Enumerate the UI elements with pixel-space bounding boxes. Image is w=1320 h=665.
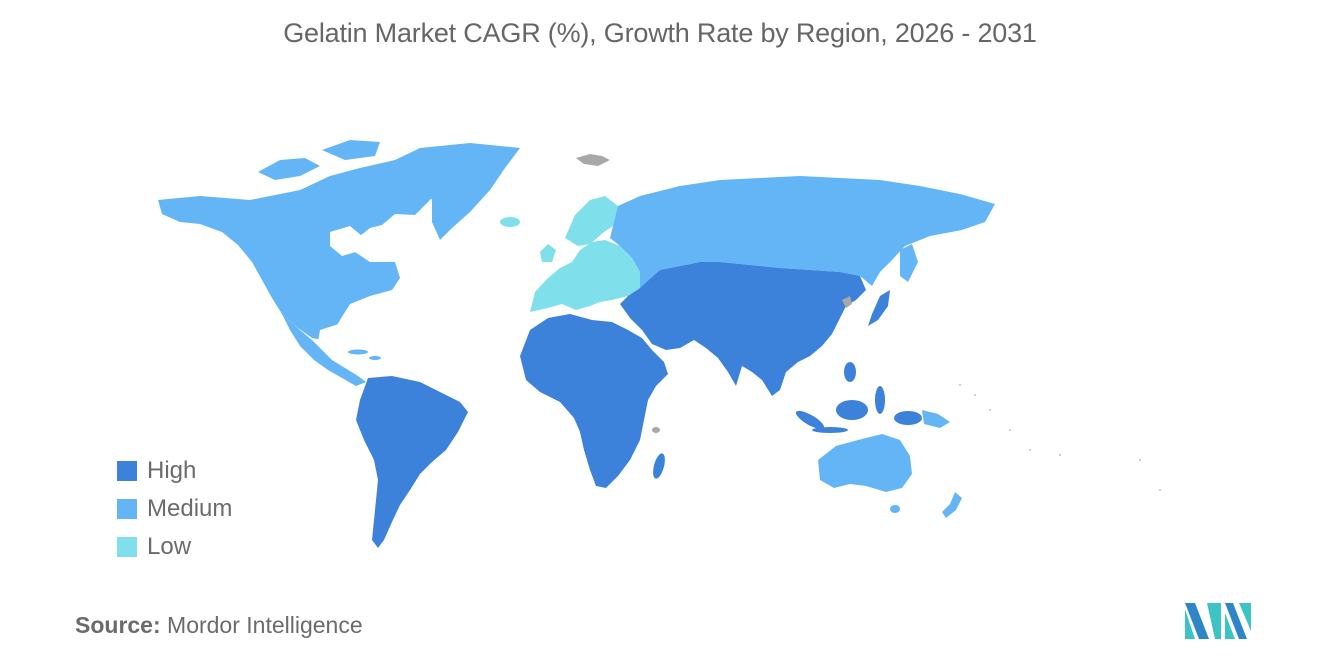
chart-title: Gelatin Market CAGR (%), Growth Rate by … (283, 18, 1037, 48)
region-south-america (356, 376, 468, 548)
mordor-intelligence-logo-icon (1185, 603, 1251, 639)
region-no-data (576, 154, 852, 433)
legend-item-low: Low (117, 528, 232, 566)
legend-label: Medium (147, 495, 233, 522)
legend-swatch-medium (117, 499, 137, 519)
region-asia (620, 262, 866, 396)
source-note: Source: Mordor Intelligence (75, 612, 363, 639)
legend-item-high: High (117, 452, 232, 490)
region-oceania (818, 434, 962, 518)
legend-label: High (147, 457, 197, 484)
legend-label: Low (147, 533, 192, 560)
region-north-america (158, 140, 520, 386)
source-label: Source: (75, 612, 161, 638)
region-russia (610, 176, 995, 288)
source-value: Mordor Intelligence (167, 612, 363, 638)
legend-swatch-low (117, 537, 137, 557)
region-africa (520, 314, 668, 488)
region-europe (500, 196, 640, 312)
legend: High Medium Low (117, 452, 232, 566)
legend-item-medium: Medium (117, 490, 232, 528)
legend-swatch-high (117, 461, 137, 481)
